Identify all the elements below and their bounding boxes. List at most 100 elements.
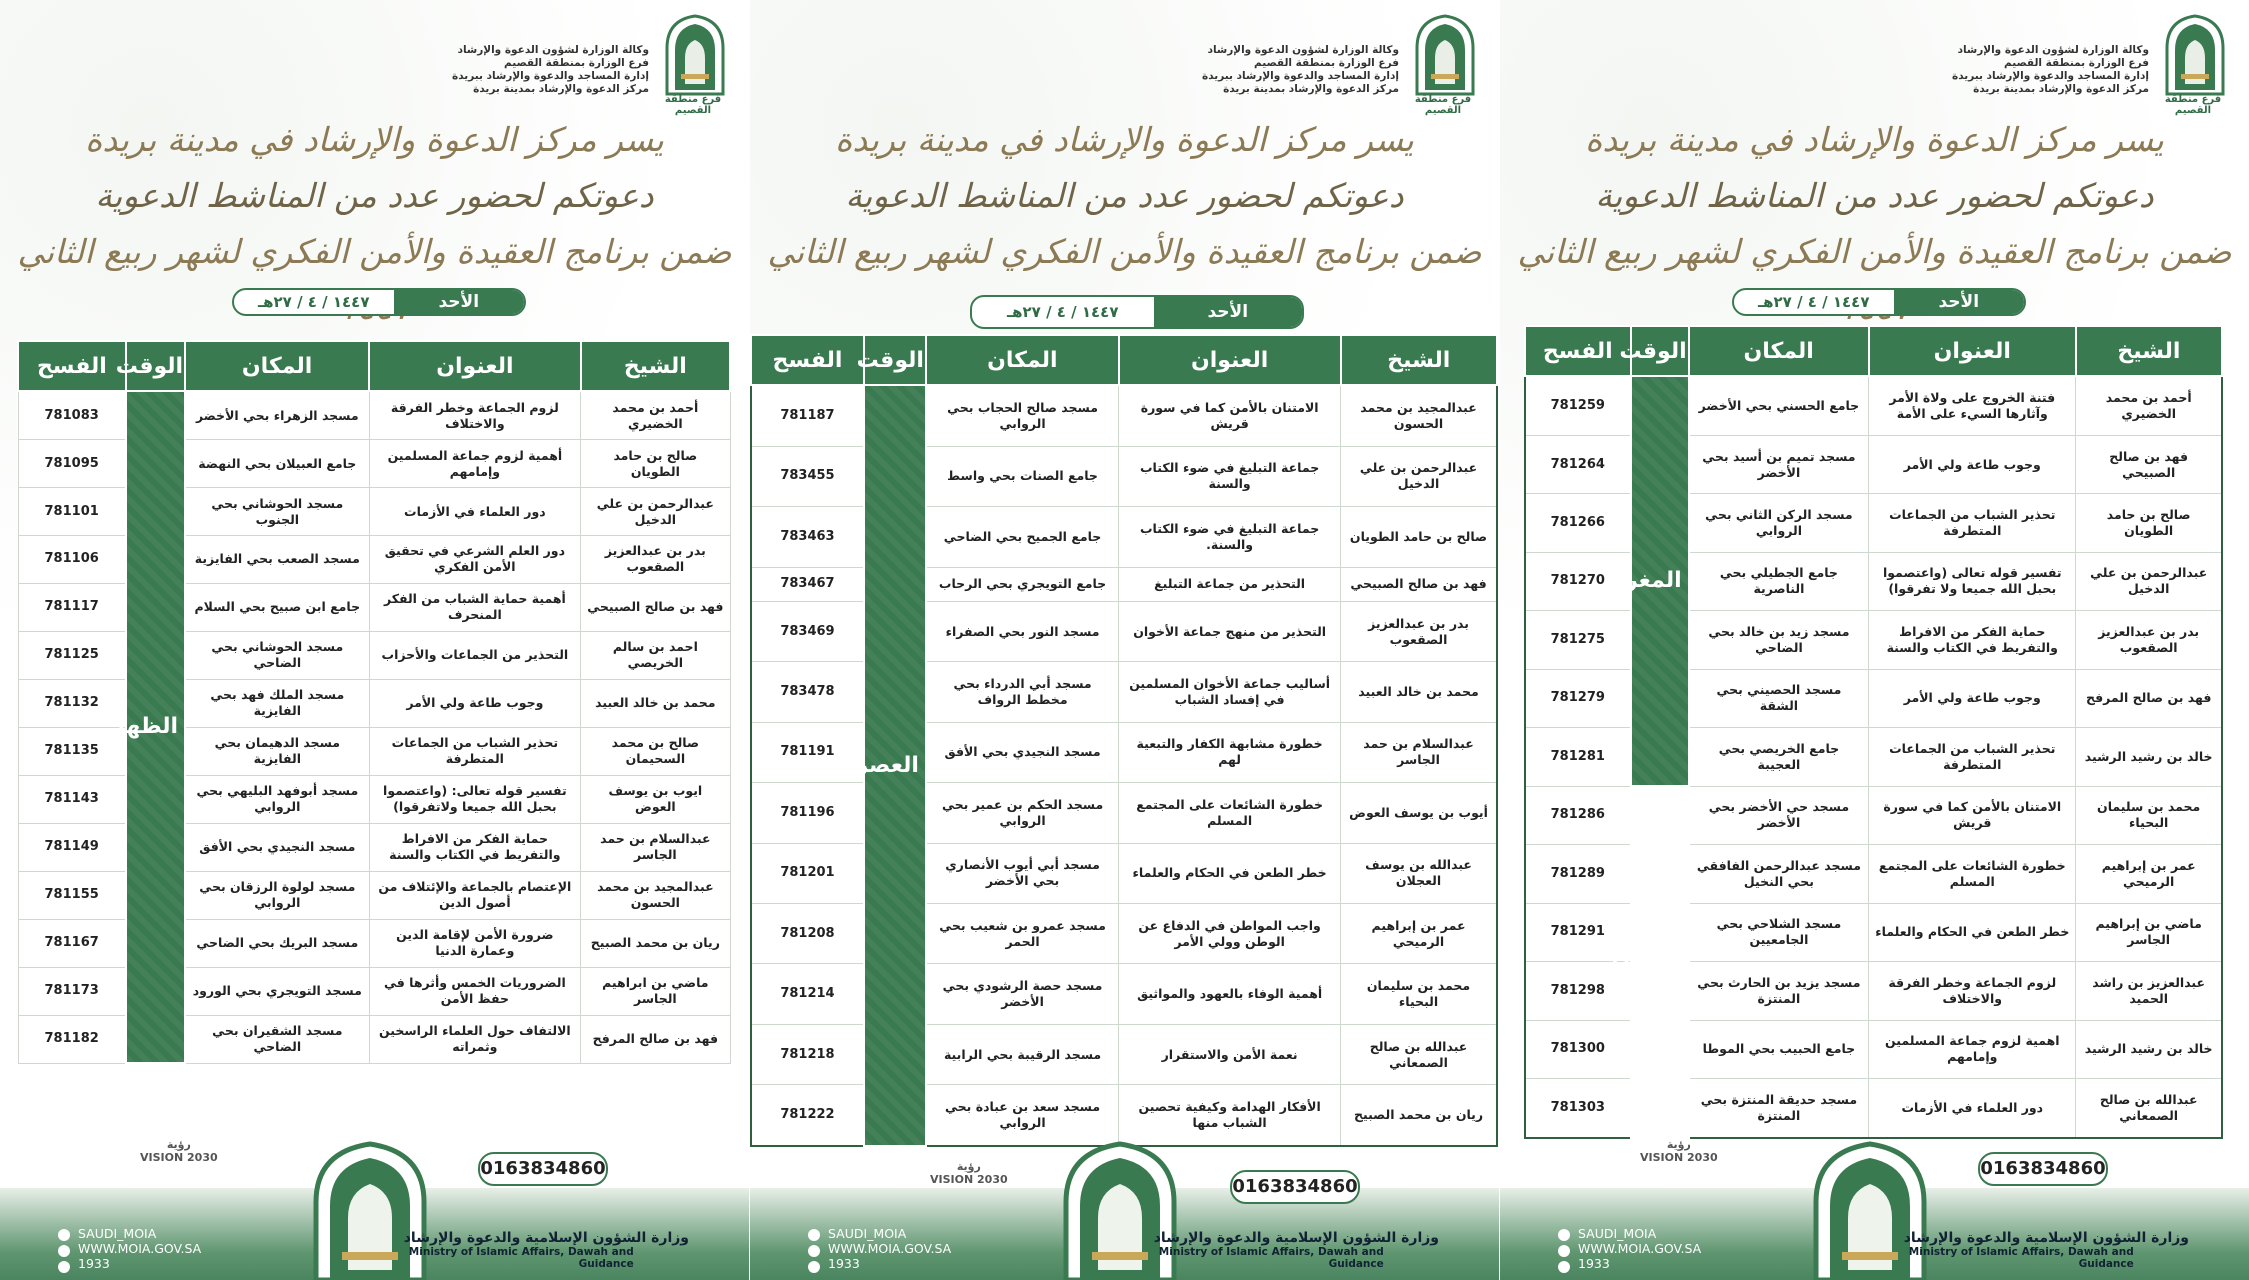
sheikh: محمد بن خالد العبيد [1340,661,1498,723]
lecture-title: التحذير من منهج جماعة الأخوان [1118,600,1342,663]
header-row: الشيخ العنوان المكان الوقت الفسح [1524,325,2224,377]
location: مسجد النجيدي بحي الأفق [184,822,370,872]
lecture-title: الامتنان بالأمن كما في سورة قريش [1118,384,1342,447]
sheikh: بدر بن عبدالعزيز الصقعوب [1340,600,1498,663]
permit-number: 781117 [17,582,127,632]
org-line: فرع الوزارة بمنطقة القصيم [504,57,649,69]
sheikh: محمد بن خالد العبيد [580,678,731,728]
social-icons [1556,1228,1572,1278]
schedule-row: ريان بن محمد الصبيح ضرورة الأمن لإقامة ال… [17,918,731,968]
sheikh: فهد بن صالح المرفح [580,1014,731,1064]
footer-arch [310,1140,430,1280]
location: مسجد الشلاحي بحي الجامعيين [1688,902,1870,963]
lecture-title: ضرورة الأمن لإقامة الدين وعمارة الدنيا [368,918,582,968]
day: الأحد [1893,290,2024,314]
schedule-row: عبدالمجيد بن محمد الحسون الامتنان بالأمن … [750,384,1498,1147]
location: مسجد الزهراء بحي الأخضر [184,390,370,441]
lecture-title: جماعة التبليغ في ضوء الكتاب والسنة. [1118,506,1342,568]
sheikh: فهد بن صالح الصبيحي [580,582,731,632]
social-item: 1933 [78,1256,110,1271]
location: مسجد الشقيران بحي الضاحي [184,1014,370,1064]
schedule-row: أيوب بن يوسف العوض خطورة الشائعات على الم… [750,782,1498,844]
lecture-title: أهمية حماية الشباب من الفكر المنحرف [368,582,582,632]
social-item: SAUDI_MOIA [828,1226,907,1241]
column-header: العنوان [1117,334,1342,386]
column-header: المكان [184,340,371,392]
permit-number: 781167 [17,918,127,968]
schedule-row: فهد بن صالح الصبيحي وجوب طاعة ولي الأمر مس… [1524,434,2223,495]
lecture-title: تفسير قوله تعالى (واعتصموا بحبل الله جمي… [1868,551,2077,612]
sheikh: عمر بن إبراهيم الرميحي [1340,902,1498,965]
location: جامع التويجري بحي الرحاب [925,566,1120,602]
lecture-title: خطر الطعن في الحكام والعلماء [1118,842,1342,904]
schedule-row: عبدالرحمن بن علي الدخيل دور العلماء في ال… [17,487,731,536]
lecture-title: الضروريات الخمس وأثرها في حفظ الأمن [368,966,582,1016]
lecture-title: حماية الفكر من الافراط والتفريط في الكتا… [1868,610,2077,670]
column-header: الوقت [857,334,927,386]
sheikh: فهد بن صالح الصبيحي [1340,566,1498,602]
lecture-title: وجوب طاعة ولي الأمر [368,678,582,728]
permit-number: 781182 [17,1014,127,1064]
permit-number: 781298 [1524,961,1632,1021]
lecture-title: حماية الفكر من الافراط والتفريط في الكتا… [368,822,582,872]
sheikh: عبدالسلام بن حمد الجاسر [580,822,731,872]
schedule-row: بدر بن عبدالعزيز الصقعوب التحذير من منهج … [750,600,1498,663]
sheikh: عبدالمجيد بن محمد الحسون [1340,384,1498,447]
social-item: WWW.MOIA.GOV.SA [1578,1241,1702,1256]
lecture-title: خطورة الشائعات على المجتمع المسلم [1118,782,1342,844]
title-line: يسر مركز الدعوة والإرشاد في مدينة بريدة [835,120,1414,159]
column-header: الفسح [1524,325,1632,377]
title-line: دعوتكم لحضور عدد من المناشط الدعوية [1595,176,2154,215]
table-head: الشيخ العنوان المكان الوقت الفسح [750,334,1499,386]
date-pill: الأحد ١٤٤٧ / ٤ / ٢٧هـ [970,295,1304,329]
location: مسجد أبوفهد البليهي بحي الروابي [184,774,370,824]
schedule-row: فهد بن صالح الصبيحي التحذير من جماعة التب… [750,566,1498,602]
location: جامع ابن صبيح بحي السلام [184,582,370,632]
permit-number: 781083 [17,390,127,441]
location: مسجد التويجري بحي الورود [184,966,370,1016]
schedule-row: صالح بن حامد الطويان جماعة التبليغ في ضوء… [750,506,1498,568]
schedule-row: محمد بن خالد العبيد وجوب طاعة ولي الأمر مس… [17,678,731,728]
schedule-row: ماضي بن إبراهيم الجاسر خطر الطعن في الحكا… [1524,902,2223,963]
column-header: العنوان [368,340,582,392]
logo-box [2163,14,2227,96]
phone: 0163834860 [478,1152,608,1186]
logo [1415,14,1475,96]
lecture-title: أساليب جماعة الأخوان المسلمين في إفساد ا… [1118,661,1342,723]
location: مسجد الملك فهد بحي الفايزية [184,678,370,728]
permit-number: 781218 [750,1023,865,1086]
permit-number: 781149 [17,822,127,872]
org-lines: وكالة الوزارة لشؤون الدعوة والإرشاد فرع ا… [1952,44,2149,96]
lecture-title: لزوم الجماعة وخطر الفرقة والاختلاف [1868,961,2077,1021]
sheikh: عبدالرحمن بن علي الدخيل [580,487,731,536]
vision-logo: رؤية VISION 2030 [1640,1138,1718,1164]
permit-number: 781173 [17,966,127,1016]
header-row: الشيخ العنوان المكان الوقت الفسح [750,334,1499,386]
permit-number: 781303 [1524,1078,1632,1139]
permit-number: 781266 [1524,493,1632,553]
sheikh: محمد بن سليمان البحياء [2075,785,2223,846]
phone: 0163834860 [1230,1170,1360,1204]
title-line: دعوتكم لحضور عدد من المناشط الدعوية [95,176,654,215]
permit-number: 783455 [750,445,865,508]
vision-logo: رؤية VISION 2030 [930,1160,1008,1186]
location: مسجد البريك بحي الضاحي [184,918,370,968]
ministry-ar: وزارة الشؤون الإسلامية والدعوة والإرشاد [403,1230,689,1246]
permit-number: 781270 [1524,551,1632,612]
vision-ar: رؤية [1666,1138,1691,1151]
sheikh: ريان بن محمد الصبيح [1340,1084,1498,1147]
vision-text: VISION 2030 [1640,1151,1718,1164]
vision-text: VISION 2030 [140,1151,218,1164]
ministry-en: Ministry of Islamic Affairs, Dawah and G… [408,1246,634,1270]
permit-number: 781155 [17,870,127,920]
sheikh: فهد بن صالح المرفح [2075,668,2223,729]
column-header: العنوان [1867,325,2077,377]
permit-number: 781187 [750,384,865,447]
permit-number: 781196 [750,782,865,844]
day: الأحد [1153,297,1302,327]
sheikh: عبدالله بن يوسف العجلان [1340,842,1498,904]
lecture-title: تفسير قوله تعالى: (واعتصموا بحبل الله جم… [368,774,582,824]
ministry-en: Ministry of Islamic Affairs, Dawah and G… [1908,1246,2134,1270]
lecture-title: دور العلم الشرعي في تحقيق الأمن الفكري [368,535,582,584]
